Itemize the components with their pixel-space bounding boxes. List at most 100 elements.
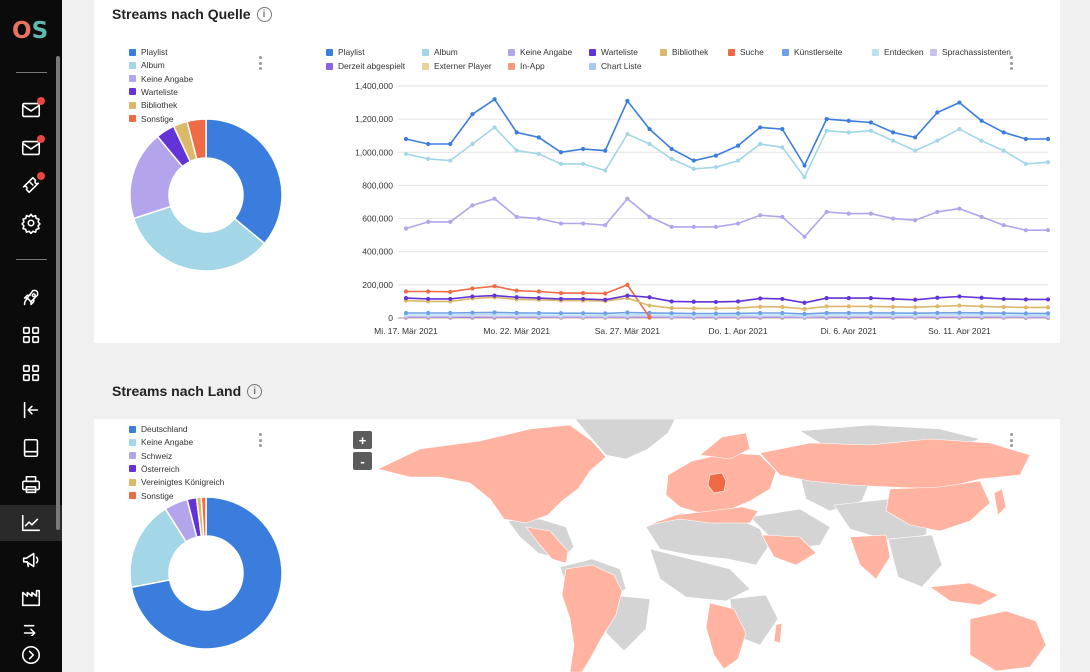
data-point[interactable] — [758, 296, 763, 301]
series-line[interactable] — [406, 311, 1048, 315]
map-region-germany[interactable] — [707, 472, 727, 494]
data-point[interactable] — [758, 310, 763, 316]
data-point[interactable] — [647, 303, 652, 308]
data-point[interactable] — [913, 135, 918, 140]
data-point[interactable] — [492, 125, 497, 130]
data-point[interactable] — [647, 315, 652, 320]
data-point[interactable] — [979, 310, 984, 315]
source-line-menu-button[interactable] — [1008, 56, 1014, 70]
data-point[interactable] — [691, 224, 696, 229]
data-point[interactable] — [868, 211, 873, 216]
legend-item[interactable]: Deutschland — [129, 424, 188, 434]
data-point[interactable] — [913, 218, 918, 223]
data-point[interactable] — [758, 304, 763, 309]
data-point[interactable] — [647, 141, 652, 147]
data-point[interactable] — [713, 311, 719, 316]
data-point[interactable] — [470, 203, 475, 208]
legend-item[interactable]: Entdecken — [872, 47, 924, 57]
data-point[interactable] — [824, 296, 829, 301]
data-point[interactable] — [1023, 311, 1028, 316]
legend-item[interactable]: Keine Angabe — [508, 47, 572, 57]
data-point[interactable] — [846, 118, 851, 123]
legend-item[interactable]: Suche — [728, 47, 764, 57]
data-point[interactable] — [846, 211, 851, 216]
data-point[interactable] — [448, 310, 453, 316]
data-point[interactable] — [935, 138, 940, 143]
data-point[interactable] — [603, 291, 608, 296]
data-point[interactable] — [735, 158, 741, 163]
data-point[interactable] — [647, 295, 652, 300]
series-line[interactable] — [405, 197, 1048, 238]
legend-item[interactable]: Playlist — [129, 47, 168, 57]
data-point[interactable] — [403, 296, 409, 301]
data-point[interactable] — [846, 304, 851, 309]
data-point[interactable] — [1023, 305, 1028, 310]
sidebar-item-export[interactable] — [18, 622, 44, 636]
sidebar-item-messages[interactable] — [18, 97, 45, 123]
data-point[interactable] — [913, 148, 918, 153]
legend-item[interactable]: Warteliste — [129, 87, 178, 97]
data-point[interactable] — [669, 305, 674, 311]
legend-item[interactable]: Bibliothek — [129, 100, 177, 110]
sidebar-item-releases[interactable] — [18, 322, 44, 348]
legend-item[interactable]: Album — [422, 47, 458, 57]
data-point[interactable] — [669, 311, 674, 316]
data-point[interactable] — [403, 151, 409, 157]
series-line[interactable] — [405, 296, 1048, 310]
legend-item[interactable]: Keine Angabe — [129, 437, 193, 447]
data-point[interactable] — [536, 296, 541, 301]
country-donut-menu-button[interactable] — [257, 433, 263, 447]
legend-item[interactable]: Bibliothek — [660, 47, 708, 57]
data-point[interactable] — [979, 295, 984, 300]
data-point[interactable] — [868, 120, 873, 125]
data-point[interactable] — [558, 311, 564, 316]
data-point[interactable] — [470, 141, 475, 147]
data-point[interactable] — [713, 306, 719, 311]
sidebar-collapse-button[interactable] — [18, 642, 44, 668]
data-point[interactable] — [735, 299, 741, 304]
data-point[interactable] — [581, 311, 586, 316]
data-point[interactable] — [1045, 297, 1050, 302]
data-point[interactable] — [1045, 228, 1050, 233]
data-point[interactable] — [426, 141, 431, 147]
data-point[interactable] — [824, 128, 829, 133]
app-logo[interactable]: OS — [12, 18, 49, 44]
data-point[interactable] — [514, 148, 519, 153]
data-point[interactable] — [935, 304, 940, 309]
data-point[interactable] — [647, 126, 652, 132]
data-point[interactable] — [913, 297, 918, 302]
data-point[interactable] — [603, 297, 608, 302]
data-point[interactable] — [979, 118, 984, 123]
data-point[interactable] — [558, 221, 564, 226]
data-point[interactable] — [1023, 161, 1028, 166]
data-point[interactable] — [1001, 148, 1006, 153]
data-point[interactable] — [647, 310, 652, 315]
series-line[interactable] — [405, 126, 1049, 179]
donut-slice[interactable] — [200, 496, 207, 537]
data-point[interactable] — [625, 282, 630, 287]
data-point[interactable] — [957, 126, 962, 132]
data-point[interactable] — [846, 130, 851, 135]
data-point[interactable] — [868, 310, 873, 315]
data-point[interactable] — [470, 112, 475, 117]
data-point[interactable] — [403, 289, 409, 294]
data-point[interactable] — [824, 117, 829, 122]
data-point[interactable] — [647, 214, 652, 220]
data-point[interactable] — [802, 234, 807, 239]
series-line[interactable] — [406, 283, 651, 318]
data-point[interactable] — [780, 310, 785, 316]
data-point[interactable] — [603, 311, 608, 316]
data-point[interactable] — [824, 304, 829, 309]
data-point[interactable] — [1023, 297, 1028, 302]
donut-slice[interactable] — [132, 205, 266, 272]
data-point[interactable] — [403, 136, 409, 142]
data-point[interactable] — [979, 214, 984, 220]
data-point[interactable] — [581, 161, 586, 166]
data-point[interactable] — [603, 223, 608, 228]
data-point[interactable] — [536, 289, 541, 294]
legend-item[interactable]: Keine Angabe — [129, 74, 193, 84]
donut-slice[interactable] — [186, 118, 207, 161]
legend-item[interactable]: In-App — [508, 61, 545, 71]
donut-slice[interactable] — [205, 118, 283, 245]
legend-item[interactable]: Sonstige — [129, 491, 174, 501]
